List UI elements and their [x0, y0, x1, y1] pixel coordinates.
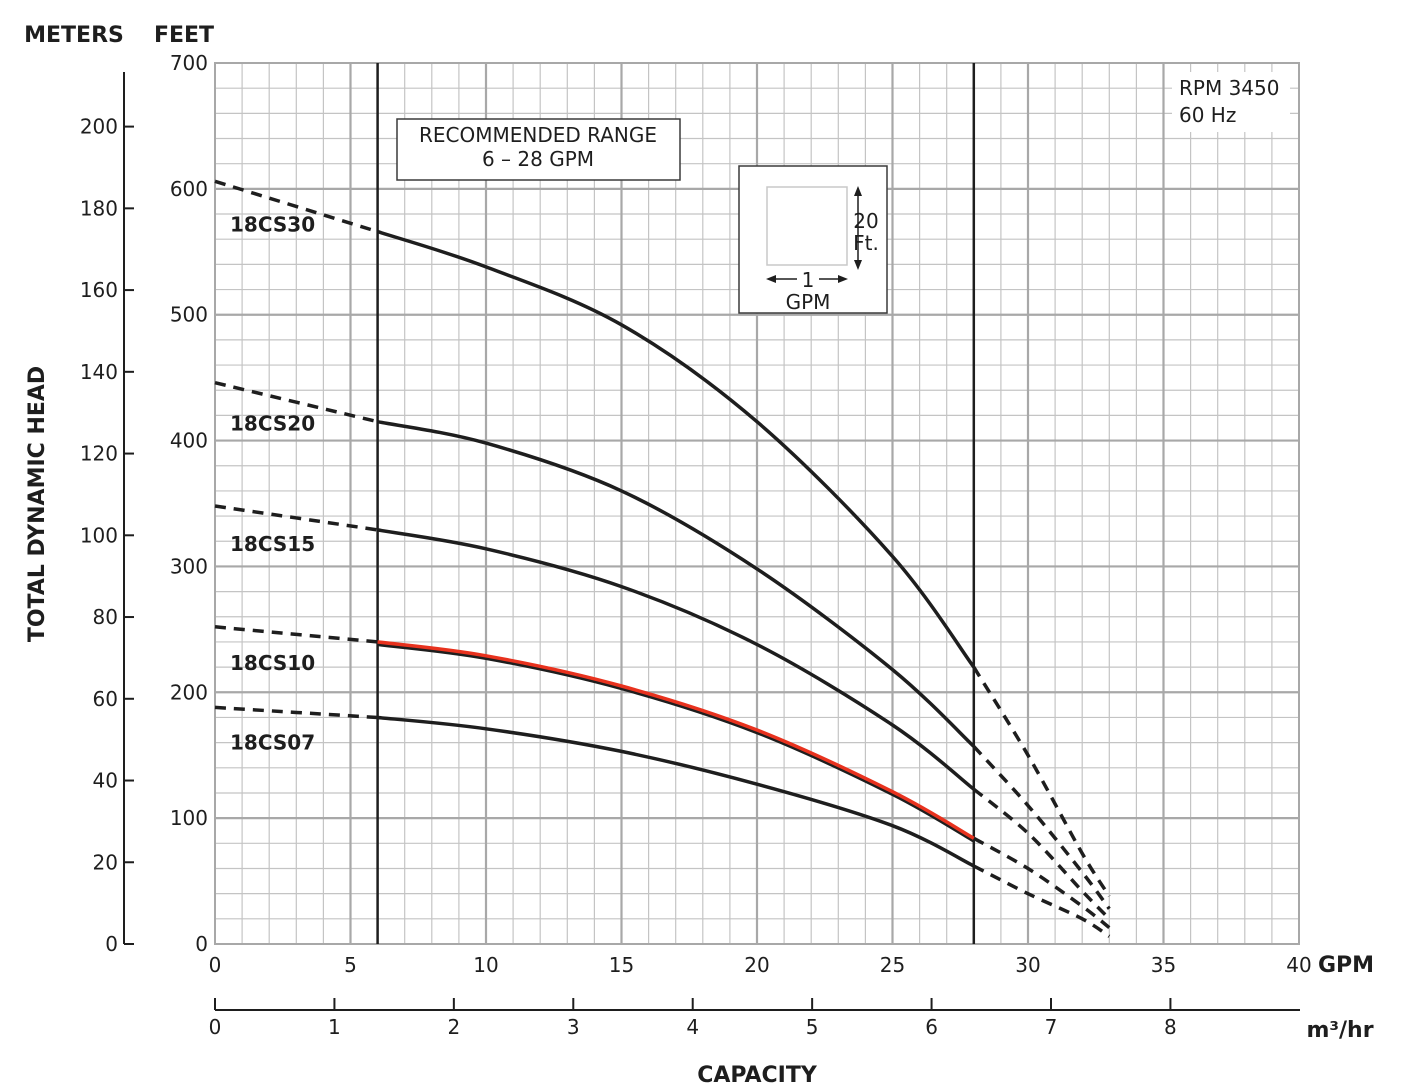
gpm-tick-label: 35	[1151, 953, 1176, 977]
m3hr-tick-label: 8	[1164, 1015, 1177, 1039]
gpm-unit-label: GPM	[1318, 953, 1374, 978]
gpm-tick-label: 5	[344, 953, 357, 977]
curve-18cs10-shadow	[377, 641, 975, 843]
recommended-range-title: RECOMMENDED RANGE	[419, 123, 657, 147]
curve-label-18cs30: 18CS30	[230, 212, 315, 236]
gpm-axis-ticks: 0 5 10 15 20 25 30 35 40	[209, 953, 1312, 977]
x-axis-title: CAPACITY	[697, 1063, 818, 1088]
curve-18cs30-dashed-left	[214, 179, 379, 234]
curve-label-18cs07: 18CS07	[230, 730, 315, 754]
feet-tick-label: 300	[170, 554, 208, 578]
curve-18cs10	[377, 640, 975, 840]
meters-tick-label: 60	[93, 687, 118, 711]
m3hr-tick-label: 5	[806, 1015, 819, 1039]
plot-frame	[214, 62, 1300, 945]
m3hr-unit-label: m³/hr	[1306, 1018, 1373, 1043]
rpm-annotation: RPM 3450	[1179, 76, 1279, 100]
m3hr-axis-ticks: 0 1 2 3 4 5 6 7 8	[209, 998, 1177, 1039]
gpm-tick-label: 25	[880, 953, 905, 977]
gpm-tick-label: 30	[1015, 953, 1040, 977]
feet-tick-label: 100	[170, 806, 208, 830]
meters-tick-label: 80	[93, 605, 118, 629]
m3hr-tick-label: 7	[1045, 1015, 1058, 1039]
curve-18cs15	[377, 528, 975, 791]
m3hr-tick-label: 6	[925, 1015, 938, 1039]
curve-18cs30-dashed-right	[972, 666, 1111, 898]
meters-tick-label: 160	[80, 278, 118, 302]
curve-18cs10-dashed-left	[214, 625, 378, 644]
curve-18cs20-dashed-left	[214, 380, 379, 424]
curve-18cs15-dashed-left	[214, 504, 378, 532]
recommended-range-lines	[376, 63, 976, 944]
curve-label-18cs15: 18CS15	[230, 532, 315, 556]
scale-vertical-unit: Ft.	[853, 231, 879, 255]
meters-tick-label: 140	[80, 360, 118, 384]
curve-18cs07-dashed-right	[973, 864, 1111, 938]
scale-horizontal-unit: GPM	[786, 290, 831, 314]
pump-curves	[214, 179, 1111, 938]
curve-18cs07-dashed-left	[214, 705, 378, 720]
curve-18cs07	[377, 715, 975, 868]
gpm-tick-label: 20	[744, 953, 769, 977]
meters-tick-label: 100	[80, 523, 118, 547]
feet-tick-label: 200	[170, 680, 208, 704]
feet-tick-label: 600	[170, 177, 208, 201]
gpm-tick-label: 0	[209, 953, 222, 977]
scale-horizontal-value: 1	[802, 268, 815, 292]
m3hr-tick-label: 0	[209, 1015, 222, 1039]
gpm-tick-label: 10	[473, 953, 498, 977]
feet-axis-ticks: 0 100 200 300 400 500 600 700	[170, 51, 208, 956]
curve-labels: 18CS30 18CS20 18CS15 18CS10 18CS07	[230, 212, 315, 754]
curve-label-18cs10: 18CS10	[230, 651, 315, 675]
gpm-tick-label: 15	[609, 953, 634, 977]
gpm-tick-label: 40	[1286, 953, 1311, 977]
curve-18cs10-dashed-right	[972, 836, 1111, 929]
meters-tick-label: 40	[93, 769, 118, 793]
m3hr-tick-label: 3	[567, 1015, 580, 1039]
meters-tick-label: 180	[80, 196, 118, 220]
recommended-range-value: 6 – 28 GPM	[482, 147, 594, 171]
feet-tick-label: 0	[195, 932, 208, 956]
meters-tick-label: 120	[80, 442, 118, 466]
y-axis-title: TOTAL DYNAMIC HEAD	[25, 366, 50, 642]
feet-tick-label: 700	[170, 51, 208, 75]
m3hr-tick-label: 2	[447, 1015, 460, 1039]
curve-18cs20	[377, 419, 976, 748]
feet-tick-label: 500	[170, 303, 208, 327]
feet-unit-label: FEET	[154, 23, 214, 48]
meters-tick-label: 20	[93, 850, 118, 874]
meters-axis-ticks: 0 20 40 60 80 100 120 140 160 180 200	[80, 115, 134, 956]
curve-18cs20-dashed-right	[972, 745, 1111, 910]
curve-18cs15-dashed-right	[972, 787, 1111, 921]
frequency-annotation: 60 Hz	[1179, 103, 1236, 127]
m3hr-tick-label: 4	[686, 1015, 699, 1039]
scale-legend-box: 20 Ft. 1 GPM	[738, 165, 888, 314]
curve-18cs30	[377, 229, 976, 669]
meters-tick-label: 0	[105, 932, 118, 956]
recommended-range-box: RECOMMENDED RANGE 6 – 28 GPM	[396, 118, 681, 181]
scale-vertical-value: 20	[853, 209, 878, 233]
meters-unit-label: METERS	[24, 23, 124, 48]
meters-tick-label: 200	[80, 115, 118, 139]
m3hr-tick-label: 1	[328, 1015, 341, 1039]
feet-tick-label: 400	[170, 429, 208, 453]
curve-label-18cs20: 18CS20	[230, 411, 315, 435]
